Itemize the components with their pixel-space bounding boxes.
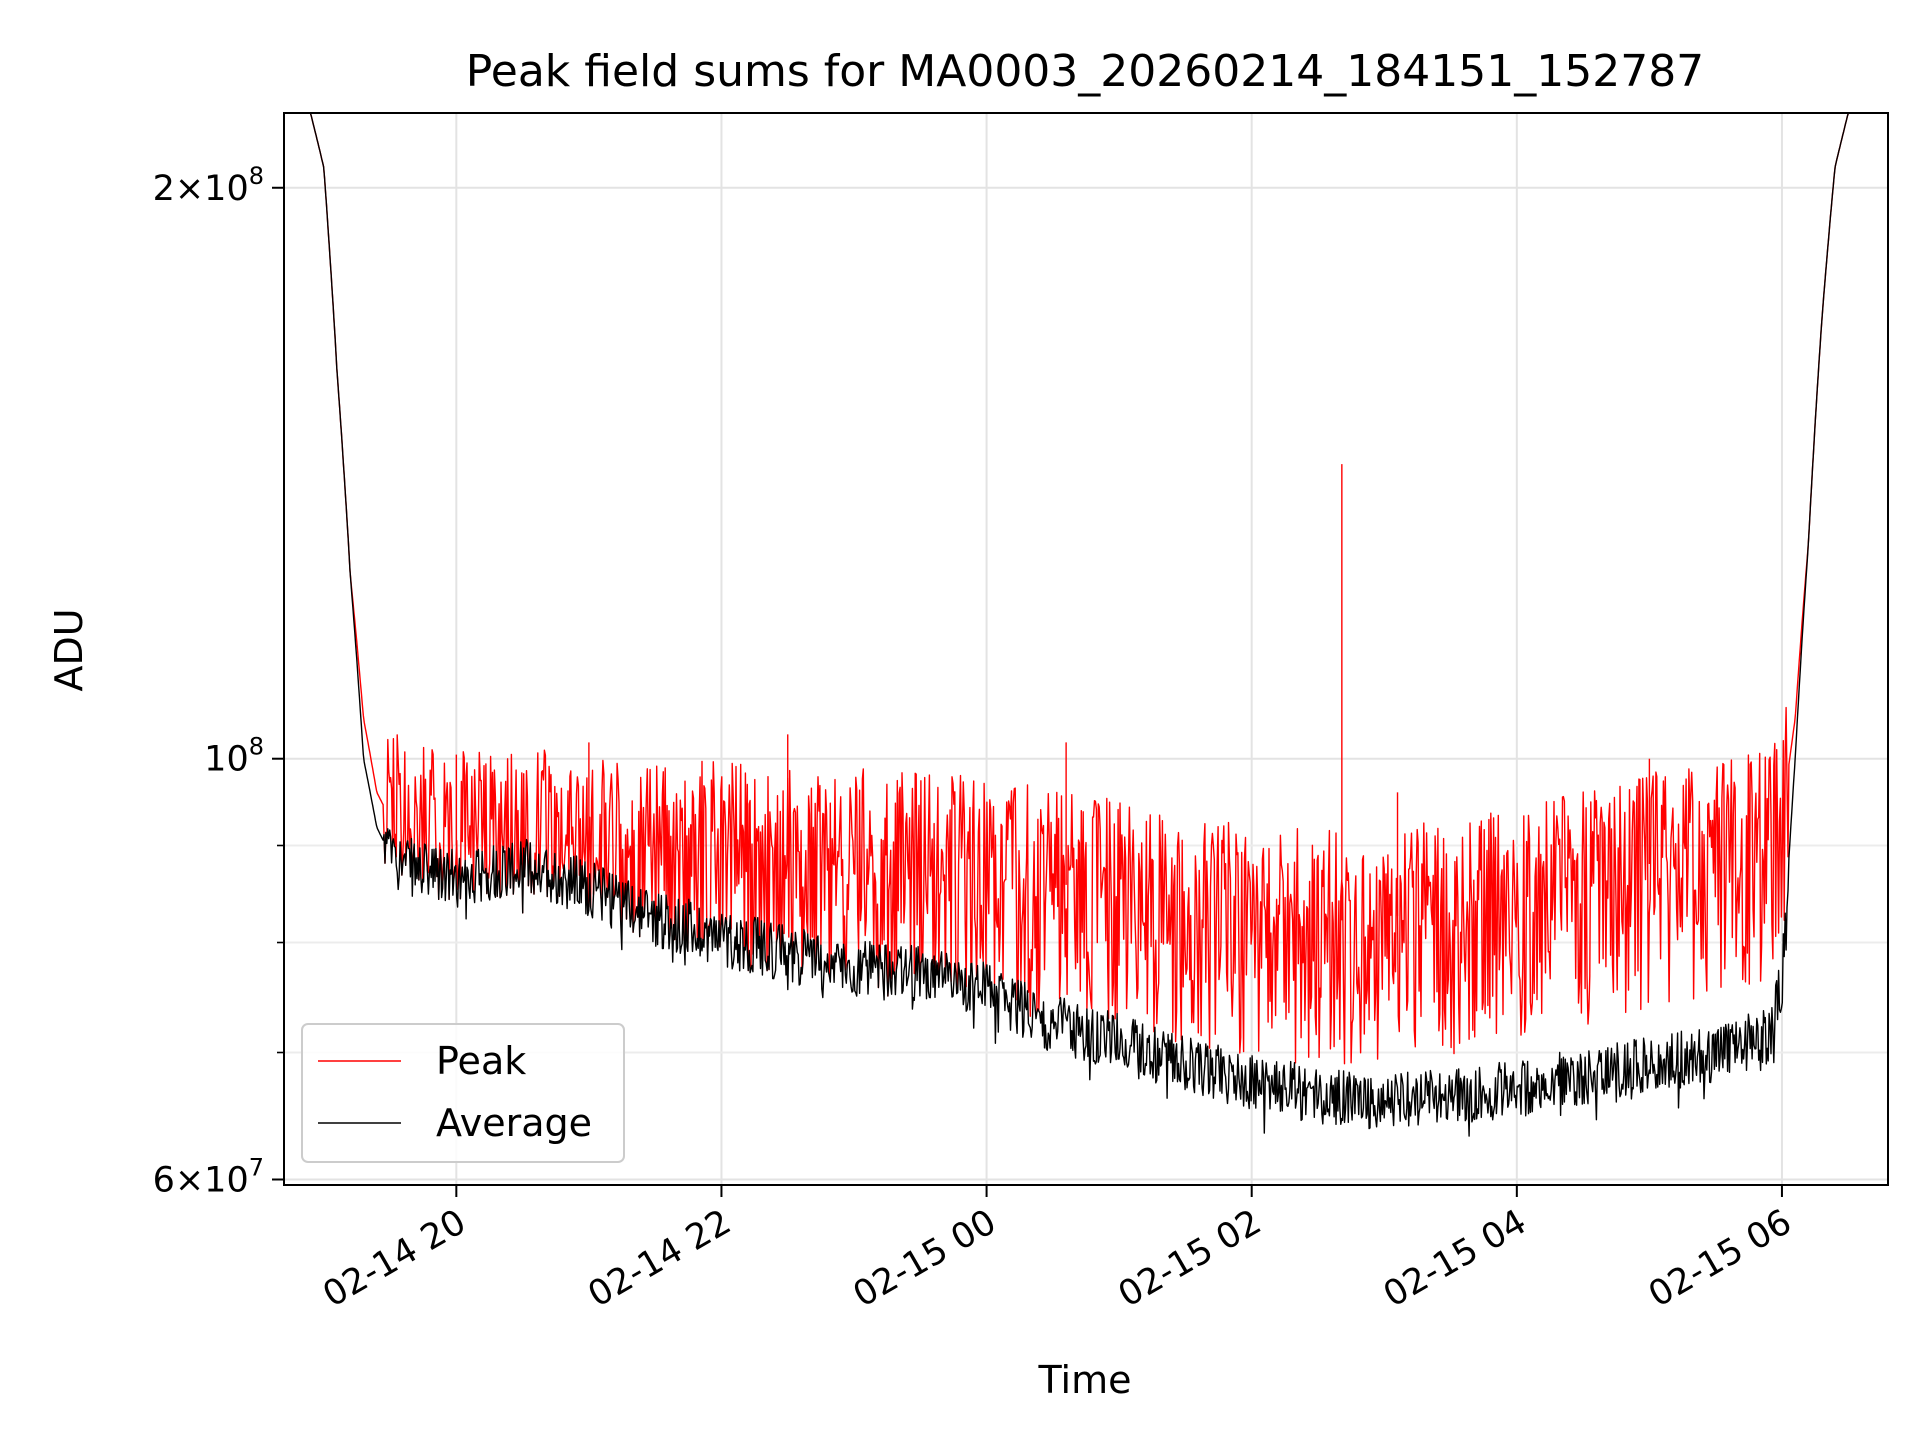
legend: Peak Average (301, 1023, 625, 1163)
legend-label-average: Average (436, 1101, 592, 1145)
x-axis-label: Time (1038, 1358, 1132, 1402)
legend-box (301, 1023, 625, 1163)
legend-label-peak: Peak (436, 1039, 526, 1083)
plot-area (284, 112, 1888, 1137)
y-tick-label: 108 (204, 733, 264, 780)
y-tick-label: 6×107 (153, 1153, 264, 1200)
chart-title: Peak field sums for MA0003_20260214_1841… (466, 46, 1704, 97)
plot-frame (283, 112, 1889, 1186)
series-line-average (284, 112, 1888, 1137)
series-line-peak (284, 112, 1888, 1065)
y-axis-label: ADU (47, 608, 91, 691)
y-tick-label: 2×108 (153, 162, 264, 209)
